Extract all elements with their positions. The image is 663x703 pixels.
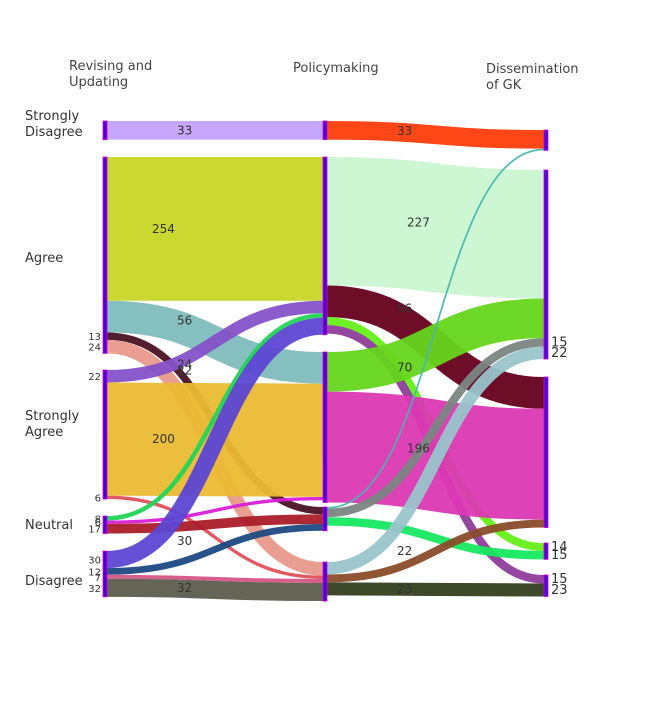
stage1-link-7 — [106, 495, 324, 579]
stage2-link-1 — [326, 157, 545, 299]
stage1-link-5 — [106, 300, 324, 383]
side-value-label-col1-5: 22 — [88, 372, 101, 383]
node-col3-strongly-disagree — [543, 129, 549, 151]
side-value-label-col3-12: 23 — [551, 583, 568, 598]
nodes-layer — [102, 120, 549, 602]
node-col2-neutral — [322, 506, 328, 532]
stage2-link-7 — [326, 148, 545, 509]
node-col2-strongly-agree — [322, 351, 328, 503]
stage1-link-11 — [106, 317, 324, 568]
stage2-link-label-1: 227 — [407, 215, 430, 229]
stage1-link-9 — [106, 496, 324, 524]
node-col2-strongly-disagree — [322, 120, 328, 141]
node-col1-strongly-agree — [102, 369, 108, 500]
node-col1-agree — [102, 156, 108, 354]
side-value-label-col3-10: 22 — [551, 346, 568, 361]
node-col3-strongly-agree — [543, 376, 549, 528]
stage2-link-label-12: 23 — [397, 582, 412, 596]
stage2-link-10 — [326, 346, 545, 575]
stage1-link-13 — [106, 574, 324, 583]
side-value-label-col1-4: 24 — [88, 343, 101, 354]
links-layer — [106, 120, 545, 602]
stage1-link-label-11: 30 — [177, 534, 192, 548]
node-col2-agree — [322, 156, 328, 336]
stage1-link-10 — [106, 514, 324, 534]
stage-header-revising: Revising and Updating — [69, 59, 153, 90]
node-col3-disagree — [543, 574, 549, 597]
stage-header-dissemination: Dissemination of GK — [486, 62, 579, 93]
stage1-link-label-1: 254 — [152, 222, 175, 236]
stage2-link-label-0: 33 — [397, 124, 412, 138]
stage1-link-label-4: 24 — [177, 357, 192, 371]
side-value-label-col1-7: 6 — [95, 493, 101, 504]
stage1-link-label-5: 22 — [177, 364, 192, 378]
node-col1-strongly-disagree — [102, 120, 108, 141]
stage2-link-label-6: 196 — [407, 441, 430, 455]
side-value-label-col1-9: 6 — [95, 518, 101, 529]
side-value-label-col1-13: 7 — [95, 573, 101, 584]
side-value-label-col3-8: 15 — [551, 335, 568, 350]
node-col3-agree — [543, 169, 549, 360]
stage1-link-8 — [106, 313, 324, 521]
stage2-link-8 — [326, 338, 545, 518]
category-label-strongly-agree: Strongly — [25, 409, 79, 424]
side-value-label-col3-4: 15 — [551, 572, 568, 587]
node-col2-disagree — [322, 561, 328, 602]
stage2-link-9 — [326, 517, 545, 560]
side-value-label-col1-14: 32 — [88, 584, 101, 595]
stage2-link-label-5: 70 — [397, 361, 412, 375]
node-col1-disagree — [102, 550, 108, 598]
stage1-link-14 — [106, 578, 324, 602]
category-label-agree: Agree — [25, 251, 63, 266]
side-value-label-col1-11: 30 — [88, 555, 101, 566]
stage2-link-label-10: 22 — [397, 544, 412, 558]
stage-header-policymaking: Policymaking — [293, 61, 379, 76]
side-value-label-col1-8: 8 — [95, 514, 101, 525]
side-value-label-col1-12: 12 — [88, 567, 101, 578]
stage2-link-11 — [326, 519, 545, 583]
category-label-strongly-agree: Agree — [25, 425, 63, 440]
stage2-link-12 — [326, 582, 545, 597]
stage1-link-label-2: 56 — [177, 314, 192, 328]
category-label-strongly-disagree: Strongly — [25, 109, 79, 124]
category-label-neutral: Neutral — [25, 518, 73, 533]
stage1-link-label-6: 200 — [152, 432, 175, 446]
labels-layer: 3325456242220030323322756701962223Strong… — [25, 109, 568, 598]
category-label-disagree: Disagree — [25, 574, 83, 589]
node-col1-neutral — [102, 515, 108, 534]
stage2-link-5 — [326, 298, 545, 392]
side-value-label-col3-9: 15 — [551, 548, 568, 563]
side-value-label-col3-3: 14 — [551, 540, 568, 555]
side-value-label-col1-3: 13 — [88, 332, 101, 343]
stage1-link-label-14: 32 — [177, 581, 192, 595]
node-col3-neutral — [543, 542, 549, 560]
stage2-link-0 — [326, 121, 545, 149]
stage1-link-12 — [106, 523, 324, 575]
category-label-strongly-disagree: Disagree — [25, 125, 83, 140]
side-value-label-col1-10: 17 — [88, 525, 101, 536]
stage1-link-label-0: 33 — [177, 123, 192, 137]
stage2-link-label-2: 56 — [397, 302, 412, 316]
